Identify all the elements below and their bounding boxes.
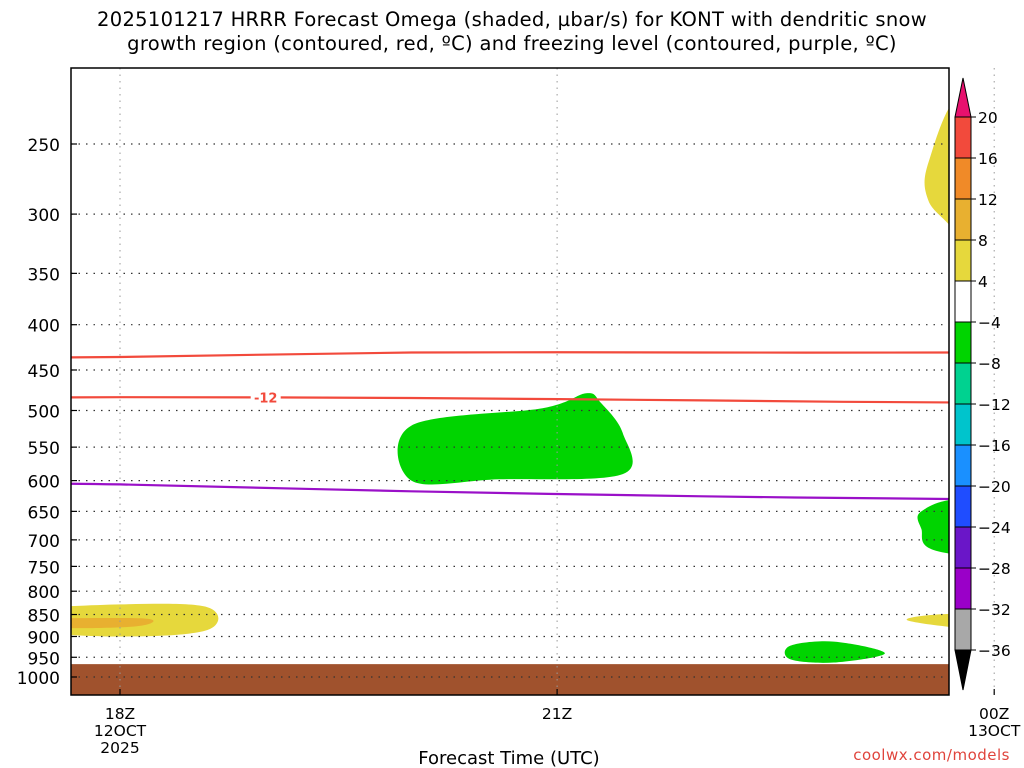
contour-freezing-level-0	[71, 482, 949, 501]
contour-label: -12	[254, 392, 278, 407]
omega-region	[397, 393, 633, 485]
y-tick-label: 500	[28, 403, 60, 423]
colorbar-swatch	[954, 198, 972, 241]
x-tick-label: 12OCT	[94, 722, 147, 740]
ground-terrain	[71, 664, 949, 695]
x-tick-label: 00Z	[979, 705, 1009, 723]
contour-dgz-minus-16	[71, 351, 949, 359]
colorbar-label: −36	[978, 642, 1011, 660]
colorbar-label: −20	[978, 478, 1011, 496]
colorbar-label: 8	[978, 232, 988, 250]
colorbar-swatch	[954, 116, 972, 159]
colorbar-cap-top	[954, 77, 972, 118]
colorbar-swatch	[954, 157, 972, 200]
x-axis-title: Forecast Time (UTC)	[418, 748, 599, 768]
watermark-credit[interactable]: coolwx.com/models	[853, 746, 1010, 764]
title-line-1: 2025101217 HRRR Forecast Omega (shaded, …	[97, 8, 927, 31]
omega-region	[784, 641, 885, 663]
colorbar-swatch	[954, 567, 972, 610]
y-tick-label: 300	[28, 206, 60, 226]
colorbar-label: −32	[978, 601, 1011, 619]
contour-label-bg	[250, 389, 281, 406]
x-tick-label: 13OCT	[968, 722, 1021, 740]
contour-dgz-minus-12	[71, 396, 949, 404]
y-tick-label: 900	[28, 628, 60, 648]
colorbar-label: −12	[978, 396, 1011, 414]
y-tick-label: 350	[28, 265, 60, 285]
colorbar-swatch	[954, 526, 972, 569]
y-tick-label: 550	[28, 439, 60, 459]
colorbar-label: −24	[978, 519, 1011, 537]
colorbar-label: −4	[978, 314, 1001, 332]
colorbar-label: −8	[978, 355, 1001, 373]
y-tick-label: 850	[28, 607, 60, 627]
y-tick-label: 650	[28, 503, 60, 523]
colorbar-swatch	[954, 444, 972, 487]
y-tick-label: 750	[28, 558, 60, 578]
colorbar-label: −16	[978, 437, 1011, 455]
title-line-2: growth region (contoured, red, ºC) and f…	[127, 32, 897, 55]
plot-frame	[70, 67, 950, 696]
omega-region	[924, 108, 949, 225]
page-title: 2025101217 HRRR Forecast Omega (shaded, …	[0, 8, 1024, 56]
colorbar-swatch	[954, 239, 972, 282]
y-tick-label: 700	[28, 532, 60, 552]
y-tick-label: 950	[28, 649, 60, 669]
y-tick-label: 450	[28, 362, 60, 382]
y-tick-label: 1000	[17, 669, 60, 689]
colorbar-swatch	[954, 485, 972, 528]
colorbar-label: 4	[978, 273, 988, 291]
colorbar-label: 16	[978, 150, 998, 168]
omega-region	[906, 613, 949, 627]
colorbar-label: −28	[978, 560, 1011, 578]
colorbar-swatch	[954, 403, 972, 446]
y-tick-label: 600	[28, 473, 60, 493]
colorbar-label: 20	[978, 109, 998, 127]
colorbar-swatch	[954, 608, 972, 651]
x-tick-label: 18Z	[105, 705, 135, 723]
y-tick-label: 400	[28, 317, 60, 337]
colorbar-swatch	[954, 362, 972, 405]
omega-region	[71, 617, 154, 629]
y-tick-label: 800	[28, 583, 60, 603]
y-tick-label: 250	[28, 136, 60, 156]
colorbar-cap-bottom	[954, 649, 972, 691]
colorbar-swatch	[954, 321, 972, 364]
x-tick-label: 21Z	[542, 705, 572, 723]
x-tick-label: 2025	[100, 739, 139, 757]
colorbar-swatch	[954, 280, 972, 323]
colorbar-label: 12	[978, 191, 998, 209]
